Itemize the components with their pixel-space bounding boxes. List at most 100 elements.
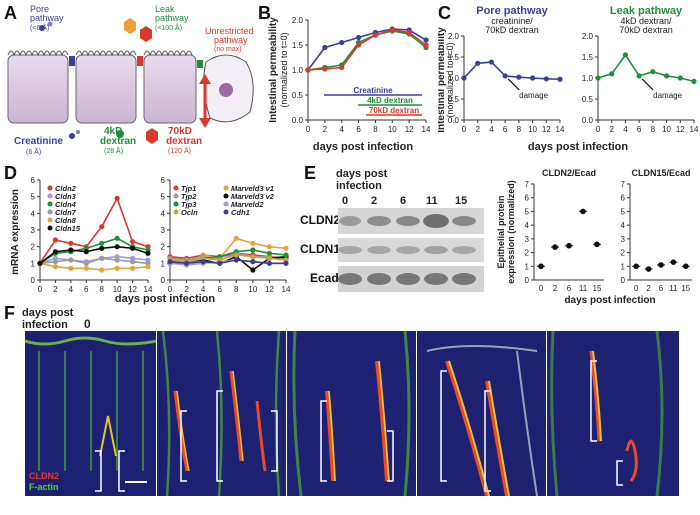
x-axis-label: days post infection [528,141,629,153]
legend-label: Tjp3 [181,200,197,209]
blot-row-label: CLDN15 [300,242,347,256]
x-tick-label: 14 [144,285,153,294]
x-tick-label: 10 [528,125,537,134]
blot-day-label: 15 [455,195,468,207]
epithelial-cell [75,54,137,124]
x-tick-label: 2 [475,125,480,134]
legend-label: Creatinine [353,86,393,95]
damage-label: damage [519,91,548,100]
x-tick-label: 10 [248,285,257,294]
legend-marker [223,201,229,207]
legend-label: Marveld3 v1 [231,184,274,193]
series-point [677,75,683,81]
y-tick-label: 1.5 [582,53,594,62]
y-tick-label: 6 [161,176,166,185]
legend-marker [173,201,179,207]
x-tick-label: 12 [542,125,551,134]
micrograph-image [25,331,157,496]
y-tick-label: 4 [621,221,626,230]
epithelial-cells [7,54,254,124]
blot-bands [338,214,476,285]
molecules [39,18,233,144]
x-tick-label: 14 [690,125,699,134]
x-tick-label: 4 [339,125,344,134]
y-tick-label: 0.0 [292,116,304,125]
x-tick-label: 2 [323,125,328,134]
panel-e-header-line: infection [336,180,382,192]
timepoint-label: 0 [84,317,91,331]
blot-row-label: CLDN2 [300,213,341,227]
series-point [99,224,105,230]
x-tick-label: 12 [405,125,414,134]
series-point [68,247,74,253]
x-tick-label: 2 [609,125,614,134]
y-axis-label: Intestinal permeability [438,27,447,133]
x-tick-label: 14 [556,125,565,134]
series-point [266,250,273,256]
series-point [129,259,136,265]
x-tick-label: 6 [659,284,664,293]
series-point [650,69,656,75]
legend-marker [223,209,229,215]
y-tick-label: 3 [161,226,166,235]
series-point [250,254,256,260]
y-tick-label: 2.0 [448,32,460,41]
series-point [283,245,289,251]
series-point [250,240,256,246]
leak-label-1: pathway [155,13,189,23]
legend-marker [173,209,179,215]
series-point [266,260,273,266]
series-point [52,249,59,255]
y-tick-label: 2.0 [582,32,594,41]
x-tick-label: 15 [681,284,690,293]
panel-letter-b: B [258,3,271,23]
epithelial-cell [143,54,197,124]
series-point [145,264,151,270]
y-tick-label: 0.5 [582,95,594,104]
x-tick-label: 4 [69,285,74,294]
legend-label: 70kD dextran [369,106,419,115]
y-tick-label: 3 [621,235,626,244]
y-tick-label: 0 [621,276,626,285]
series-point [622,52,629,58]
stain-label-factin: F-actin [29,482,59,492]
series-line [307,30,427,71]
x-tick-label: 0 [539,284,544,293]
series-point [691,78,697,84]
panel-letter-a: A [4,3,17,23]
chart-subtitle: 4kD dextran/ [620,16,672,26]
legend-marker [47,225,53,231]
micrograph-day-0: CLDN2 F-actin [24,331,157,496]
y-tick-label: 1 [621,262,626,271]
micrograph-image [547,331,679,496]
series-point [83,260,89,266]
series-point [68,265,74,271]
series-line [307,28,427,71]
x-tick-label: 4 [201,285,206,294]
panel-f-header-line: infection [22,319,68,331]
legend-marker [47,217,53,223]
x-tick-label: 2 [53,285,58,294]
series-point [200,259,206,265]
series-line [307,29,427,71]
x-axis-label: days post infection [313,141,414,153]
legend-marker [223,193,229,199]
y-tick-label: 1.0 [292,66,304,75]
series-point [663,73,670,79]
series-point [183,260,190,266]
y-tick-label: 1.0 [582,74,594,83]
series-point [461,75,467,81]
legend-label: Cldn8 [55,216,77,225]
damage-label: damage [653,91,682,100]
series-point [372,32,379,38]
legend-marker [47,193,53,199]
legend-label: 4kD dextran [367,96,413,105]
y-tick-label: 0 [525,276,530,285]
y-tick-label: 4 [31,209,36,218]
dextran70-label-2: (120 Å) [168,146,191,155]
x-tick-label: 15 [593,284,602,293]
series-point [52,237,59,243]
stain-label-cldn2: CLDN2 [29,471,60,481]
x-tick-label: 10 [388,125,397,134]
unrestricted-label-2: (no max) [214,46,242,53]
